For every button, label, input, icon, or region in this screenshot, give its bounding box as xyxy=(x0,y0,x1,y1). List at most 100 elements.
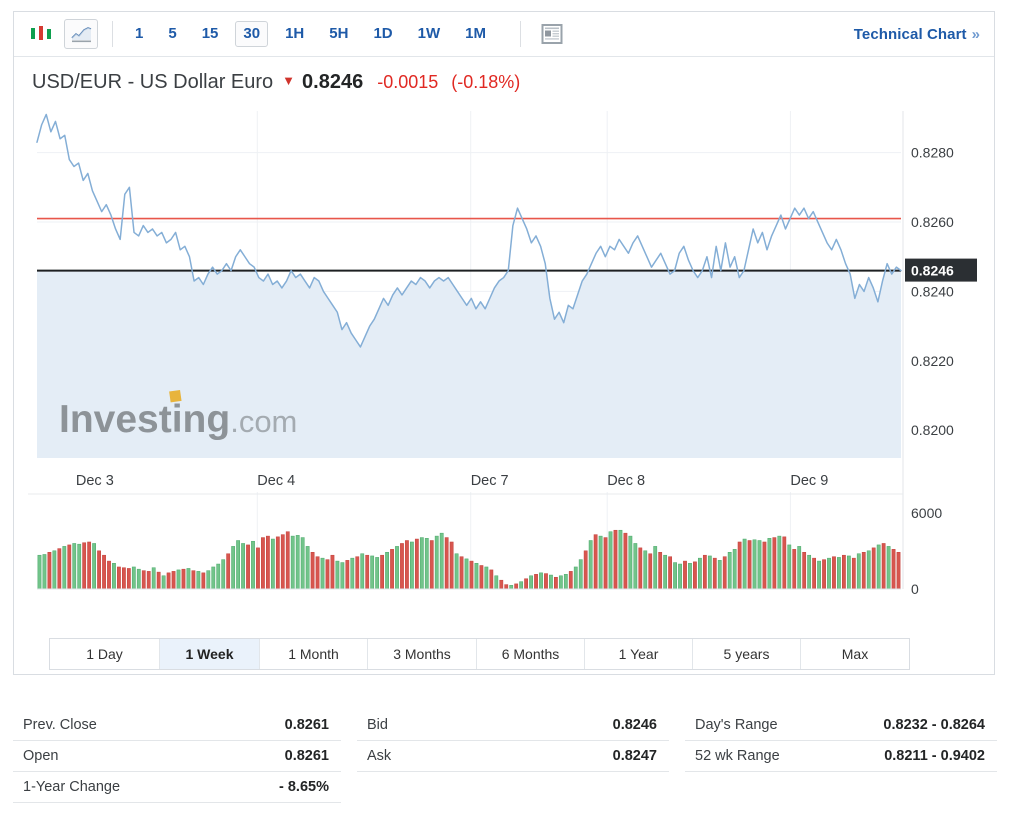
stat-row-spacer xyxy=(685,772,997,803)
volume-bar xyxy=(206,570,211,590)
interval-1[interactable]: 1 xyxy=(135,25,144,42)
current-price-badge-text: 0.8246 xyxy=(911,263,954,279)
volume-bar xyxy=(896,552,901,590)
volume-bar xyxy=(122,567,126,590)
volume-bar xyxy=(355,556,360,590)
chart-area[interactable]: Investing.com 0.8280 0.8260 0.8240 0.8220 0.8… xyxy=(14,102,994,662)
period-selector[interactable]: 1 Day 1 Week 1 Month 3 Months 6 Months 1 Year… xyxy=(49,638,910,670)
stat-label: Open xyxy=(23,748,59,764)
volume-bar xyxy=(305,546,310,590)
volume-bar xyxy=(62,546,67,590)
interval-5[interactable]: 5 xyxy=(168,25,177,42)
technical-chart-link[interactable]: Technical Chart xyxy=(853,25,967,43)
volume-bar xyxy=(668,556,672,590)
interval-1w[interactable]: 1W xyxy=(417,25,441,42)
instrument-name: USD/EUR - US Dollar Euro xyxy=(32,71,274,93)
volume-bar xyxy=(613,529,618,590)
volume-bar xyxy=(683,560,687,590)
interval-1d[interactable]: 1D xyxy=(373,25,393,42)
period-1-month[interactable]: 1 Month xyxy=(260,639,368,669)
volume-bar xyxy=(886,546,891,590)
period-1-year[interactable]: 1 Year xyxy=(585,639,693,669)
stat-value: - 8.65% xyxy=(279,779,329,795)
volume-bar xyxy=(822,559,826,590)
volume-bar xyxy=(534,574,538,590)
volume-bar xyxy=(464,558,469,590)
stats-column-3: Day's Range 0.8232 - 0.8264 52 wk Range … xyxy=(669,710,997,803)
stat-row-one-year-change: 1-Year Change - 8.65% xyxy=(13,772,341,803)
volume-bar xyxy=(146,571,151,590)
volume-bar xyxy=(578,559,583,590)
volume-axis-tick: 0 xyxy=(911,581,919,597)
volume-bar xyxy=(350,557,355,590)
stat-row-spacer xyxy=(357,772,669,803)
volume-bar xyxy=(181,568,186,590)
volume-bar xyxy=(633,543,638,590)
volume-bar xyxy=(196,571,201,590)
date-axis-tick: Dec 3 xyxy=(76,473,114,489)
volume-bar xyxy=(519,581,524,590)
volume-bar xyxy=(270,538,275,590)
price-volume-chart[interactable]: Investing.com 0.8280 0.8260 0.8240 0.8220 0.8… xyxy=(14,102,994,662)
volume-bar xyxy=(166,572,171,590)
stat-value: 0.8211 - 0.9402 xyxy=(884,748,985,764)
volume-bar xyxy=(290,535,295,590)
interval-5h[interactable]: 5H xyxy=(329,25,349,42)
volume-bar xyxy=(424,538,429,590)
volume-bar xyxy=(176,569,181,590)
volume-bar xyxy=(583,550,588,590)
volume-bar xyxy=(439,532,444,590)
news-quote-icon[interactable] xyxy=(535,19,569,49)
date-axis-tick: Dec 9 xyxy=(790,473,828,489)
volume-bar xyxy=(295,535,300,590)
stat-row-days-range: Day's Range 0.8232 - 0.8264 xyxy=(685,710,997,741)
interval-1h[interactable]: 1H xyxy=(285,25,305,42)
volume-bar xyxy=(330,554,335,590)
period-1-week[interactable]: 1 Week xyxy=(160,639,260,669)
volume-bar xyxy=(151,567,156,590)
stat-value: 0.8246 xyxy=(612,717,657,733)
volume-bar xyxy=(320,557,325,590)
watermark-dot-icon xyxy=(169,390,182,403)
interval-30[interactable]: 30 xyxy=(235,21,269,47)
volume-bar xyxy=(807,554,812,590)
price-axis-tick: 0.8260 xyxy=(911,214,954,230)
volume-bar xyxy=(380,554,384,590)
price-change-percent: (-0.18%) xyxy=(451,72,521,92)
volume-bar xyxy=(410,541,414,590)
volume-bar xyxy=(702,554,707,590)
period-1-day[interactable]: 1 Day xyxy=(50,639,160,669)
volume-bar xyxy=(494,575,499,590)
volume-bar xyxy=(812,557,816,590)
period-6-months[interactable]: 6 Months xyxy=(477,639,585,669)
interval-15[interactable]: 15 xyxy=(201,25,219,42)
volume-bar xyxy=(563,574,568,590)
date-axis-tick: Dec 8 xyxy=(607,473,645,489)
volume-bar xyxy=(593,534,598,590)
volume-bar xyxy=(395,546,399,590)
volume-bar xyxy=(638,547,643,590)
candlestick-chart-icon[interactable] xyxy=(24,19,58,49)
period-5-years[interactable]: 5 years xyxy=(693,639,801,669)
period-3-months[interactable]: 3 Months xyxy=(368,639,477,669)
toolbar-divider-2 xyxy=(519,21,521,47)
volume-bar xyxy=(732,549,737,590)
volume-axis-tick: 6000 xyxy=(911,505,942,521)
line-chart-icon[interactable] xyxy=(64,19,98,49)
volume-bar xyxy=(315,556,320,590)
stat-value: 0.8247 xyxy=(612,748,657,764)
volume-bar xyxy=(231,546,236,590)
period-max[interactable]: Max xyxy=(801,639,909,669)
volume-bar xyxy=(693,561,697,590)
volume-bar xyxy=(280,534,285,590)
instrument-header: USD/EUR - US Dollar Euro ▼ 0.8246 -0.001… xyxy=(14,57,994,102)
volume-bar xyxy=(772,537,777,590)
volume-bar xyxy=(698,557,702,590)
interval-1m[interactable]: 1M xyxy=(465,25,486,42)
volume-bar xyxy=(211,566,216,590)
volume-bar xyxy=(757,540,762,590)
volume-bar xyxy=(385,552,389,590)
stats-column-1: Prev. Close 0.8261 Open 0.8261 1-Year Ch… xyxy=(13,710,341,803)
volume-bar xyxy=(216,563,221,590)
